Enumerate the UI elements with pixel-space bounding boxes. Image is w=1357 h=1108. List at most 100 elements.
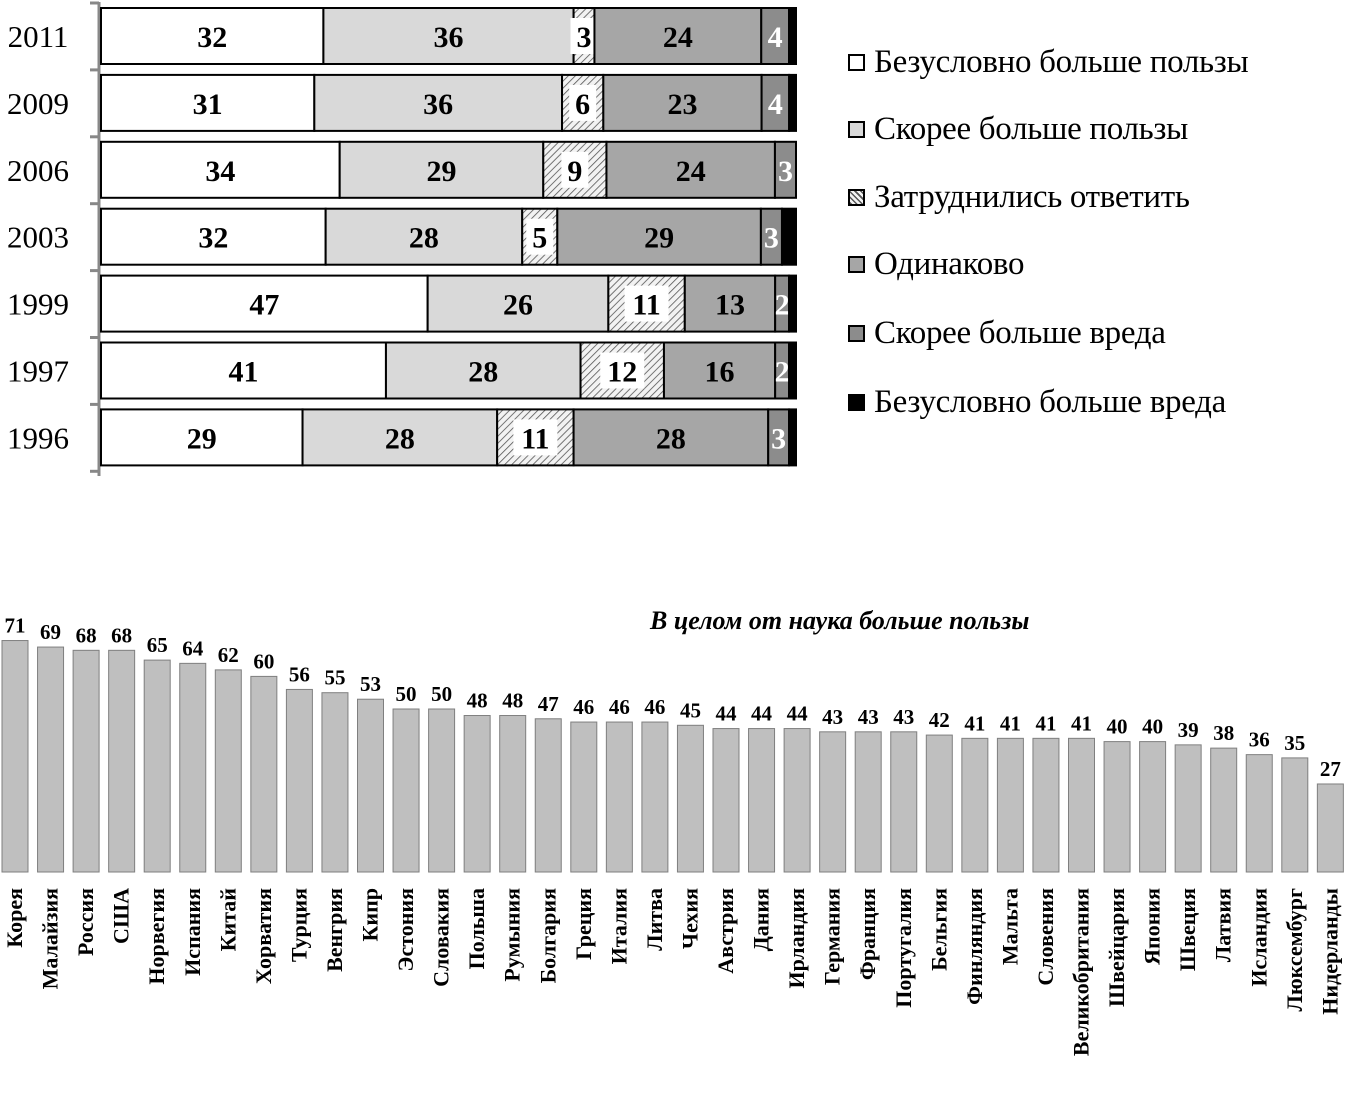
country-value-16: 46 <box>573 695 594 719</box>
legend-swatch-rather-benefit <box>848 120 865 138</box>
bar-segment-2011-rather-harm <box>760 7 791 65</box>
bar-segment-1997-strongly-harm <box>788 341 797 400</box>
bar-value-2003-rather-harm: 3 <box>764 222 779 255</box>
bar-label-background <box>526 218 554 255</box>
legend-label-hard-to-say: Затруднились ответить <box>874 178 1190 215</box>
year-label-2009: 2009 <box>7 86 69 121</box>
bar-value-2006-hard-to-say: 9 <box>567 155 582 188</box>
country-value-20: 44 <box>716 702 738 726</box>
country-label-27: Финляндия <box>962 888 987 1005</box>
legend-swatch-equal <box>848 255 865 273</box>
bar-value-1997-hard-to-say: 12 <box>607 356 637 389</box>
bar-segment-2011-rather-benefit <box>322 7 575 65</box>
country-bar-11 <box>392 708 420 873</box>
bar-segment-2009-equal <box>602 73 763 132</box>
country-bar-31 <box>1103 741 1131 873</box>
bar-segment-1999-strongly-harm <box>788 274 797 333</box>
country-bar-14 <box>499 715 527 873</box>
legend-item-strongly-benefit: Безусловно больше пользы <box>848 42 1249 82</box>
country-label-14: Румыния <box>500 888 525 982</box>
legend-swatch-strongly-benefit <box>848 53 865 71</box>
country-value-10: 53 <box>360 672 381 696</box>
bar-value-1996-rather-harm: 3 <box>771 422 786 455</box>
bar-segment-1999-rather-benefit <box>426 274 610 333</box>
country-label-29: Словения <box>1033 888 1058 986</box>
country-bar-15 <box>534 718 562 873</box>
bar-segment-2009-strongly-benefit <box>100 73 316 132</box>
legend-item-equal: Одинаково <box>848 244 1024 284</box>
year-label-2011: 2011 <box>8 19 69 54</box>
stacked-bar-chart: 32 36 3 24 431 36 6 23 434 29 9 24 332 28 5 29 347 26 11 13… <box>7 1 798 476</box>
top-chart-bars: 32 36 3 24 431 36 6 23 434 29 9 24 332 28 5 29 347 26 11 13… <box>100 7 798 467</box>
bar-value-2009-rather-benefit: 36 <box>423 88 453 121</box>
country-bar-25 <box>890 731 918 873</box>
country-value-31: 40 <box>1107 715 1128 739</box>
bar-value-1999-strongly-benefit: 47 <box>249 289 279 322</box>
country-bar-26 <box>925 734 953 873</box>
country-label-11: Эстония <box>393 888 418 972</box>
country-value-6: 62 <box>218 643 239 667</box>
country-value-25: 43 <box>893 705 914 729</box>
bar-segment-2009-hard-to-say <box>561 73 605 132</box>
country-bar-17 <box>605 721 633 873</box>
bottom-chart-bars <box>1 640 1344 873</box>
bar-segment-1996-strongly-harm <box>788 408 797 467</box>
country-label-17: Италия <box>606 888 631 964</box>
country-bar-16 <box>570 721 598 873</box>
top-chart-category-labels: 2011 2009 2006 2003 1999 1997 1996 <box>7 19 69 455</box>
country-value-37: 27 <box>1320 757 1341 781</box>
bottom-chart-category-labels: Корея Малайзия Россия США Норвегия Испания Кит… <box>2 888 1342 1056</box>
bar-value-2011-hard-to-say: 3 <box>577 21 592 54</box>
country-value-5: 64 <box>182 636 204 660</box>
country-bar-chart: 71 69 68 68 65 64 62 60 56 55 53 50 50 48 48 47 46 46 46 45… <box>1 614 1344 1056</box>
country-bar-23 <box>819 731 847 873</box>
bar-segment-2011-equal <box>593 7 763 65</box>
country-bar-30 <box>1068 737 1095 873</box>
country-value-28: 41 <box>1000 711 1021 735</box>
year-label-1996: 1996 <box>7 420 69 455</box>
top-chart-axis <box>90 1 101 476</box>
bar-segment-1996-equal <box>572 408 770 467</box>
country-label-32: Япония <box>1140 888 1165 965</box>
bar-value-1996-equal: 28 <box>656 422 686 455</box>
country-label-21: Дания <box>749 888 774 951</box>
legend-label-equal: Одинаково <box>874 245 1025 282</box>
country-value-0: 71 <box>5 614 26 638</box>
legend-label-strongly-benefit: Безусловно больше пользы <box>874 43 1249 80</box>
year-label-2006: 2006 <box>7 153 69 188</box>
country-value-32: 40 <box>1142 715 1163 739</box>
bar-value-1999-rather-harm: 2 <box>775 289 790 322</box>
country-label-25: Португалия <box>891 888 916 1008</box>
legend-label-rather-harm: Скорее больше вреда <box>874 314 1166 351</box>
country-label-34: Латвия <box>1211 888 1236 962</box>
country-value-22: 44 <box>787 702 809 726</box>
country-value-21: 44 <box>751 702 773 726</box>
country-bar-37 <box>1316 783 1344 873</box>
country-value-33: 39 <box>1178 718 1199 742</box>
country-bar-13 <box>463 715 491 873</box>
country-bar-8 <box>285 688 313 873</box>
bar-value-2006-equal: 24 <box>676 155 706 188</box>
bar-label-background <box>600 352 645 389</box>
bar-segment-1999-strongly-benefit <box>100 274 429 333</box>
country-bar-32 <box>1139 741 1167 873</box>
country-value-12: 50 <box>431 682 452 706</box>
country-label-31: Швейцария <box>1104 888 1129 1007</box>
bar-segment-2003-strongly-benefit <box>100 207 327 266</box>
bar-value-1997-rather-benefit: 28 <box>468 356 498 389</box>
country-value-23: 43 <box>822 705 843 729</box>
country-value-9: 55 <box>324 666 345 690</box>
bar-label-background <box>561 151 589 188</box>
country-bar-24 <box>854 731 882 873</box>
country-value-17: 46 <box>609 695 630 719</box>
country-bar-10 <box>357 698 384 873</box>
country-bar-34 <box>1210 747 1238 873</box>
country-bar-28 <box>996 737 1024 873</box>
country-label-7: Хорватия <box>251 888 276 984</box>
country-label-35: Исландия <box>1246 888 1271 987</box>
country-bar-20 <box>712 728 740 873</box>
country-bar-19 <box>676 724 704 873</box>
bar-value-2011-rather-benefit: 36 <box>434 21 464 54</box>
country-label-8: Турция <box>286 888 311 962</box>
country-bar-4 <box>143 659 171 873</box>
